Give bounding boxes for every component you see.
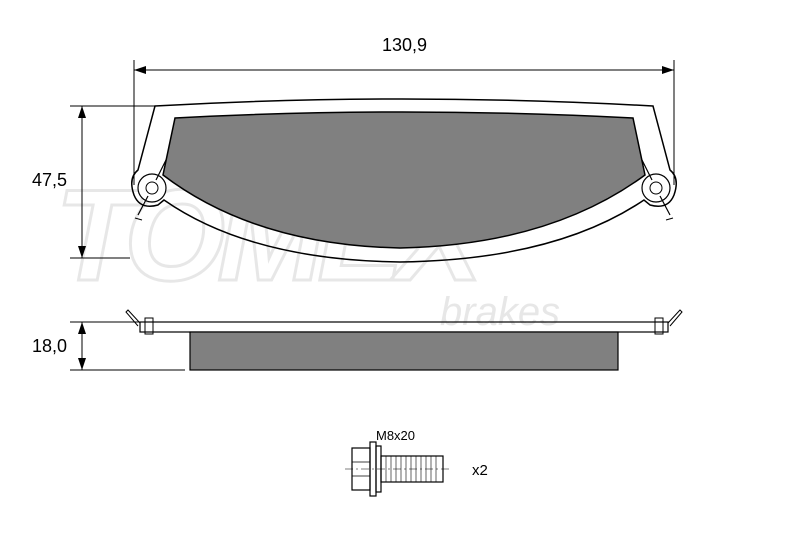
brake-pad-side-view <box>126 310 682 370</box>
thickness-dimension <box>70 322 185 370</box>
thickness-label: 18,0 <box>32 336 67 357</box>
diagram-container: TOMEX brakes <box>0 0 800 534</box>
width-label: 130,9 <box>382 35 427 56</box>
bolt-spec-label: M8x20 <box>376 428 415 443</box>
bolt-drawing <box>345 442 450 496</box>
height-label: 47,5 <box>32 170 67 191</box>
technical-drawing <box>0 0 800 534</box>
bolt-quantity-label: x2 <box>472 462 488 479</box>
brake-pad-top-view <box>132 99 677 262</box>
